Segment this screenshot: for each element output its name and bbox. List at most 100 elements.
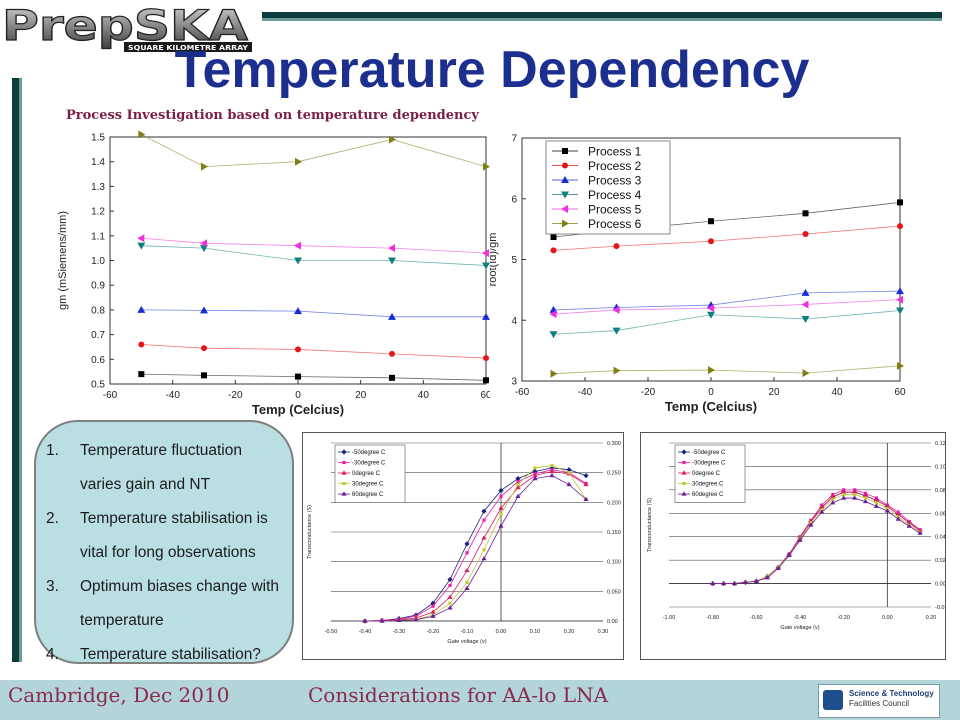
data-point bbox=[862, 493, 869, 498]
legend-label: 30degree C bbox=[692, 482, 724, 488]
x-tick-label: -0.20 bbox=[837, 615, 850, 621]
data-point bbox=[294, 241, 301, 250]
x-tick-label: -20 bbox=[641, 387, 656, 398]
data-point bbox=[447, 594, 453, 599]
data-point bbox=[482, 249, 489, 258]
data-point bbox=[896, 295, 903, 304]
data-point bbox=[389, 350, 395, 357]
data-point bbox=[549, 473, 555, 478]
data-point bbox=[464, 567, 470, 573]
x-axis-label: Temp (Celcius) bbox=[665, 399, 757, 414]
data-point bbox=[720, 580, 727, 586]
data-point bbox=[342, 481, 346, 486]
series-line bbox=[141, 134, 487, 168]
data-point bbox=[549, 468, 555, 474]
data-point bbox=[137, 305, 146, 313]
data-point bbox=[388, 244, 395, 253]
data-point bbox=[341, 449, 347, 455]
data-point bbox=[481, 508, 487, 514]
data-point bbox=[341, 470, 347, 475]
data-point bbox=[566, 481, 572, 487]
y-tick-label: 1.2 bbox=[91, 207, 105, 218]
list-item-number: 4. bbox=[46, 646, 59, 663]
data-point bbox=[562, 148, 568, 154]
data-point bbox=[413, 617, 419, 622]
data-point bbox=[764, 575, 770, 580]
data-point bbox=[682, 481, 686, 486]
legend-label: Process 4 bbox=[588, 188, 642, 202]
data-point bbox=[550, 234, 557, 241]
data-point bbox=[201, 162, 208, 171]
data-point bbox=[483, 377, 489, 384]
data-point bbox=[562, 162, 568, 169]
y-tick-label: 1.0 bbox=[91, 256, 105, 267]
y-tick-label: 1.1 bbox=[91, 231, 105, 242]
y-tick-label: 6 bbox=[511, 194, 517, 205]
data-point bbox=[499, 494, 503, 498]
stfc-emblem-icon bbox=[823, 690, 843, 710]
x-tick-label: -0.50 bbox=[325, 629, 338, 635]
x-tick-label: 0.10 bbox=[530, 629, 541, 635]
series-line bbox=[141, 237, 487, 254]
data-point bbox=[873, 497, 880, 502]
footer-bar: Cambridge, Dec 2010 Considerations for A… bbox=[0, 680, 960, 720]
data-point bbox=[295, 346, 301, 353]
list-item-number: 2. bbox=[46, 510, 59, 527]
stfc-logo: Science & Technology Facilities Council bbox=[818, 684, 940, 718]
y-tick-label: 0.00 bbox=[607, 619, 618, 625]
data-point bbox=[896, 307, 904, 315]
x-tick-label: 0.20 bbox=[926, 615, 937, 621]
list-item-text: Temperature fluctuation varies gain and … bbox=[80, 442, 242, 493]
data-point bbox=[851, 495, 858, 500]
legend-label: 0degree C bbox=[692, 471, 721, 477]
x-tick-label: 40 bbox=[418, 390, 430, 401]
data-point bbox=[549, 310, 557, 319]
data-point bbox=[681, 470, 687, 475]
data-point bbox=[138, 371, 145, 378]
y-axis-label: gm (mSiemens/mm) bbox=[57, 211, 69, 310]
data-point bbox=[431, 604, 435, 608]
data-point bbox=[464, 585, 470, 590]
data-point bbox=[731, 580, 738, 586]
gm-vs-temp-chart: 0.5 0.6 0.7 0.8 0.9 1.0 1.1 1.2 1.3 1.4 1.5 -60 -40 -… bbox=[46, 126, 490, 424]
data-point bbox=[682, 460, 686, 465]
data-point bbox=[561, 205, 568, 213]
data-point bbox=[852, 492, 857, 497]
series-line bbox=[364, 469, 587, 622]
data-point bbox=[802, 230, 809, 237]
y-tick-label: 0.300 bbox=[607, 441, 621, 447]
data-point bbox=[851, 489, 858, 494]
data-point bbox=[862, 498, 869, 504]
list-item: 4. Temperature stabilisation? bbox=[46, 638, 284, 672]
list-item: 1. Temperature fluctuation varies gain an… bbox=[46, 434, 284, 502]
data-point bbox=[830, 494, 836, 499]
x-tick-label: 60 bbox=[894, 387, 906, 398]
data-point bbox=[137, 234, 145, 243]
data-point bbox=[707, 311, 715, 319]
left-rule bbox=[12, 78, 22, 662]
y-tick-label: 0.6 bbox=[91, 355, 105, 366]
series-line bbox=[364, 467, 587, 622]
data-point bbox=[447, 605, 453, 610]
y-axis-label: Transconductance (S) bbox=[307, 505, 313, 559]
data-point bbox=[830, 500, 836, 505]
data-point bbox=[533, 466, 537, 470]
data-point bbox=[808, 522, 814, 527]
x-tick-label: -0.80 bbox=[706, 615, 719, 621]
data-point bbox=[482, 262, 490, 270]
data-point bbox=[612, 305, 620, 314]
data-point bbox=[583, 481, 589, 487]
data-point bbox=[448, 601, 452, 605]
y-tick-label: 0.060 bbox=[935, 511, 945, 517]
data-point bbox=[483, 162, 490, 171]
data-point bbox=[388, 312, 396, 320]
x-tick-label: 20 bbox=[355, 390, 367, 401]
y-tick-label: 0.9 bbox=[91, 281, 105, 292]
data-point bbox=[874, 501, 879, 505]
data-point bbox=[465, 580, 469, 585]
data-point bbox=[897, 223, 903, 230]
y-tick-label: 0.150 bbox=[607, 530, 621, 536]
data-point bbox=[430, 613, 436, 618]
x-tick-label: 0.00 bbox=[882, 615, 893, 621]
y-tick-label: 0.7 bbox=[91, 330, 105, 341]
